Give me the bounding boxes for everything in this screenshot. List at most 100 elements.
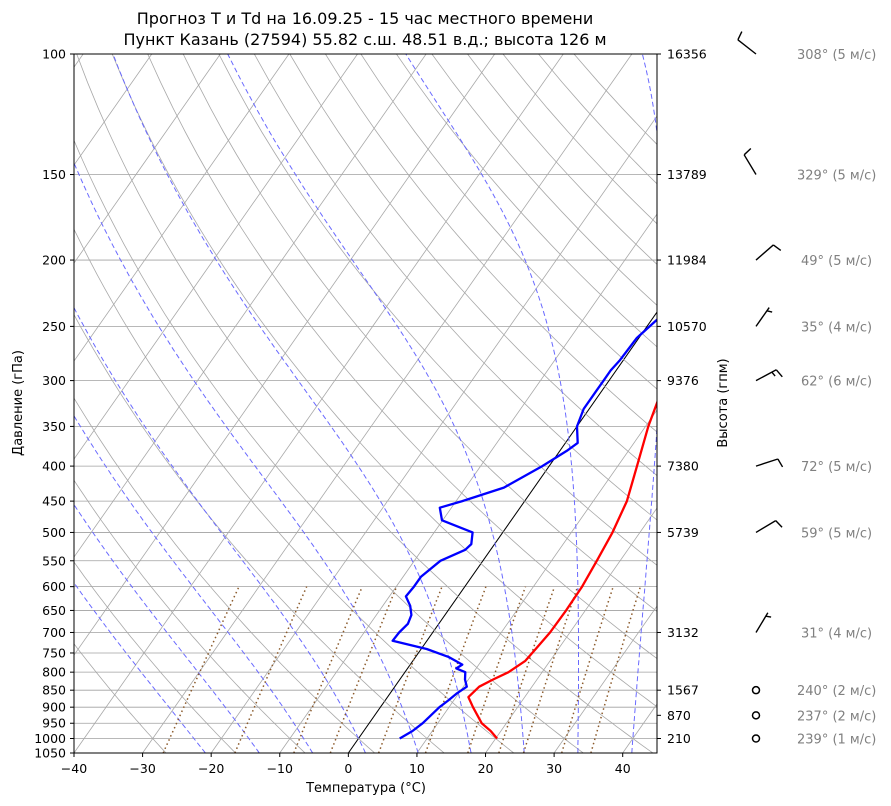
mixing-ratio-line [162, 586, 240, 753]
dry-adiabat-line [325, 54, 657, 433]
dry-adiabat-line [360, 54, 657, 390]
calm-wind-icon [751, 685, 761, 695]
moist-adiabat-line [631, 54, 657, 753]
wind-barb-feather-icon [737, 31, 743, 41]
dewpoint-profile-line [391, 318, 657, 740]
wind-barb-feather-icon [775, 369, 783, 378]
wind-label: 329° (5 м/с) [797, 169, 876, 184]
wind-label: 240° (2 м/с) [797, 684, 876, 699]
background-lines [74, 54, 881, 753]
dry-adiabat-line [182, 54, 657, 612]
wind-barb-icon [737, 39, 757, 55]
mixing-ratio-line [467, 586, 527, 753]
mixing-ratio-line [424, 586, 487, 753]
height-tick-label: 11984 [667, 253, 707, 268]
moist-adiabat-line [227, 54, 525, 753]
moist-adiabat-line [74, 306, 366, 753]
isotherm-line [416, 409, 657, 753]
x-axis-ticks: −40 −30 −20 −10 0 10 20 30 40 [61, 753, 631, 776]
dry-adiabat-line [111, 54, 657, 708]
isotherm-line [622, 703, 657, 753]
calm-wind-icon [751, 711, 761, 720]
dry-adiabat-line [74, 479, 306, 753]
p-tick-label: 700 [42, 625, 66, 640]
dry-adiabat-line [74, 139, 584, 753]
y-axis-label: Давление (гПа) [11, 350, 26, 456]
chart-title-line2: Пункт Казань (27594) 55.82 с.ш. 48.51 в.… [123, 30, 606, 49]
moist-adiabat-line [112, 54, 472, 753]
wind-label: 239° (1 м/с) [797, 732, 876, 747]
dry-adiabat-line [538, 54, 657, 185]
p-tick-label: 900 [42, 700, 66, 715]
height-tick-label: 3132 [667, 625, 699, 640]
mixing-ratio-line [329, 586, 398, 753]
wind-barb-icon [755, 369, 777, 382]
x-axis-label: Температура (°C) [305, 781, 426, 796]
p-tick-label: 500 [42, 525, 66, 540]
moist-adiabat-line [741, 54, 881, 753]
wind-label: 49° (5 м/с) [801, 254, 872, 269]
mixing-ratio-line [522, 586, 579, 753]
series-lines [391, 318, 657, 740]
isotherm-line [553, 605, 657, 753]
wind-label: 308° (5 м/с) [797, 48, 876, 63]
chart-title-line1: Прогноз T и Td на 16.09.25 - 15 час мест… [137, 9, 593, 28]
moist-adiabat-line [686, 54, 791, 753]
p-tick-label: 650 [42, 603, 66, 618]
dry-adiabat-line [253, 54, 657, 521]
wind-barb-icon [755, 244, 774, 261]
p-tick-label: 100 [42, 47, 66, 62]
dry-adiabat-line [147, 54, 657, 660]
p-tick-label: 300 [42, 373, 66, 388]
mixing-ratio-line [498, 586, 556, 753]
height-tick-label: 13789 [667, 167, 707, 182]
p-tick-label: 800 [42, 665, 66, 680]
height-axis-ticks: 16356 13789 11984 10570 9376 7380 5739 3132 1567… [657, 47, 707, 746]
x-tick-label: 0 [344, 761, 352, 776]
p-tick-label: 1050 [34, 746, 66, 761]
p-tick-label: 950 [42, 716, 66, 731]
height-tick-label: 7380 [667, 459, 699, 474]
moist-adiabat-line [74, 161, 419, 753]
x-tick-label: 20 [478, 761, 494, 776]
x-tick-label: 40 [615, 761, 631, 776]
temperature-profile-line [467, 399, 657, 740]
isotherm-line [74, 54, 221, 264]
x-tick-label: −40 [61, 761, 87, 776]
height-tick-label: 1567 [667, 683, 699, 698]
wind-barb-feather-icon [777, 458, 784, 468]
dry-adiabat-line [218, 54, 657, 566]
wind-label: 72° (5 м/с) [801, 460, 872, 475]
dry-adiabat-line [76, 54, 654, 753]
isotherm-line [485, 507, 657, 753]
p-tick-label: 450 [42, 494, 66, 509]
zero-isotherm-line [347, 311, 657, 753]
isotherm-line [74, 54, 564, 753]
dry-adiabat-line [74, 313, 445, 753]
wind-barb-feather-icon [765, 615, 772, 618]
p-tick-label: 750 [42, 645, 66, 660]
x-tick-label: 10 [409, 761, 425, 776]
isotherm-line [74, 54, 427, 558]
height-tick-label: 870 [667, 708, 691, 723]
dry-adiabat-line [289, 54, 657, 477]
x-tick-label: −30 [129, 761, 155, 776]
isotherm-line [74, 54, 290, 362]
p-tick-label: 600 [42, 579, 66, 594]
p-tick-label: 150 [42, 167, 66, 182]
x-tick-label: −20 [198, 761, 224, 776]
calm-wind-icon [751, 734, 761, 743]
x-tick-label: 30 [546, 761, 562, 776]
dry-adiabat-line [467, 54, 657, 265]
dry-adiabat-line [431, 54, 657, 306]
p-tick-label: 550 [42, 553, 66, 568]
height-tick-label: 5739 [667, 525, 699, 540]
wind-barb-feather-icon [775, 520, 783, 528]
wind-barb-feather-icon [743, 147, 752, 156]
dry-adiabat-line [74, 561, 236, 753]
wind-label: 62° (6 м/с) [801, 375, 872, 390]
p-tick-label: 250 [42, 319, 66, 334]
dry-adiabat-line [74, 643, 167, 753]
dry-adiabat-line [74, 397, 375, 753]
